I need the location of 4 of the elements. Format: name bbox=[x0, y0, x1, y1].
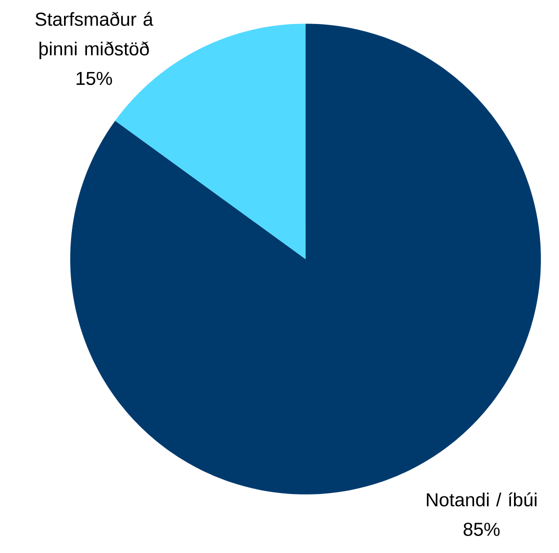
slice-label: Notandi / íbúi bbox=[426, 492, 536, 507]
data-label: 15% bbox=[76, 72, 112, 86]
data-label: 85% bbox=[464, 522, 500, 536]
slice-label: Starfsmaður á þinni miðstöð bbox=[35, 12, 154, 60]
